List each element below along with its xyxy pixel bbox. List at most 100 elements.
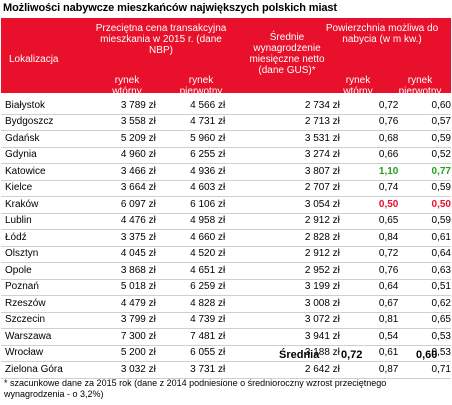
table-row: Szczecin 3 799 zł 4 739 zł 3 072 zł 0,81 0,65	[1, 312, 451, 329]
page-title: Możliwości nabywcze mieszkańców najwięks…	[3, 2, 337, 14]
spacer-cell	[225, 279, 245, 296]
area-secondary-cell: 0,84	[339, 229, 399, 247]
price-secondary-cell: 5 209 zł	[89, 130, 156, 148]
spacer-cell	[225, 345, 245, 362]
price-secondary-cell: 4 045 zł	[89, 246, 156, 263]
spacer-cell	[225, 328, 245, 346]
spacer-cell	[225, 130, 245, 148]
price-primary-cell: 3 731 zł	[155, 361, 226, 379]
header-area-secondary: rynek wtórny	[343, 75, 373, 97]
area-primary-cell: 0,59	[398, 130, 451, 148]
area-secondary-cell: 0,72	[339, 246, 399, 263]
salary-cell: 3 072 zł	[244, 312, 340, 329]
price-primary-cell: 4 739 zł	[155, 312, 226, 329]
city-cell: Wrocław	[1, 345, 90, 362]
footnote: * szacunkowe dane za 2015 rok (dane z 20…	[4, 378, 387, 399]
salary-cell: 3 008 zł	[244, 295, 340, 313]
price-secondary-cell: 7 300 zł	[89, 328, 156, 346]
area-primary-cell: 0,71	[398, 361, 451, 379]
price-primary-cell: 4 660 zł	[155, 229, 226, 247]
area-primary-cell: 0,59	[398, 213, 451, 230]
price-primary-cell: 4 603 zł	[155, 180, 226, 197]
salary-cell: 3 941 zł	[244, 328, 340, 346]
spacer-cell	[225, 147, 245, 164]
price-secondary-cell: 6 097 zł	[89, 196, 156, 214]
city-cell: Opole	[1, 262, 90, 280]
spacer-cell	[225, 163, 245, 181]
price-primary-cell: 4 936 zł	[155, 163, 226, 181]
salary-cell: 3 199 zł	[244, 279, 340, 296]
city-cell: Kraków	[1, 196, 90, 214]
header-market-secondary: rynek wtórny	[112, 75, 142, 97]
header-separator	[1, 93, 451, 98]
area-secondary-cell: 0,65	[339, 213, 399, 230]
area-secondary-cell: 0,64	[339, 279, 399, 296]
city-cell: Szczecin	[1, 312, 90, 329]
salary-cell: 2 713 zł	[244, 114, 340, 131]
spacer-cell	[225, 246, 245, 263]
salary-cell: 2 912 zł	[244, 246, 340, 263]
area-primary-cell: 0,53	[398, 345, 451, 362]
table-row: Opole 3 868 zł 4 651 zł 2 952 zł 0,76 0,63	[1, 262, 451, 280]
spacer-cell	[225, 180, 245, 197]
price-primary-cell: 4 520 zł	[155, 246, 226, 263]
spacer-cell	[225, 312, 245, 329]
salary-cell: 2 912 zł	[244, 213, 340, 230]
price-secondary-cell: 3 466 zł	[89, 163, 156, 181]
salary-cell: 3 054 zł	[244, 196, 340, 214]
table-row: Łódź 3 375 zł 4 660 zł 2 828 zł 0,84 0,61	[1, 229, 451, 247]
table-row: Gdańsk 5 209 zł 5 960 zł 3 531 zł 0,68 0,59	[1, 130, 451, 148]
spacer-cell	[225, 229, 245, 247]
price-primary-cell: 6 055 zł	[155, 345, 226, 362]
area-secondary-cell: 0,61	[339, 345, 399, 362]
area-primary-cell: 0,57	[398, 114, 451, 131]
price-primary-cell: 5 960 zł	[155, 130, 226, 148]
salary-cell: 3 274 zł	[244, 147, 340, 164]
summary-area-primary: 0,60	[416, 349, 438, 361]
city-cell: Białystok	[1, 98, 90, 115]
header-area: Powierzchnia możliwa do nabycia (w m kw.…	[325, 23, 439, 45]
table-row: Zielona Góra 3 032 zł 3 731 zł 2 642 zł 0,87…	[1, 361, 451, 379]
price-primary-cell: 6 255 zł	[155, 147, 226, 164]
header-area-primary: rynek pierwotny	[398, 75, 442, 97]
price-secondary-cell: 3 558 zł	[89, 114, 156, 131]
price-primary-cell: 7 481 zł	[155, 328, 226, 346]
price-secondary-cell: 3 664 zł	[89, 180, 156, 197]
city-cell: Łódź	[1, 229, 90, 247]
salary-cell: 3 188 zł	[244, 345, 340, 362]
area-secondary-cell: 0,72	[339, 98, 399, 115]
city-cell: Bydgoszcz	[1, 114, 90, 131]
table-header: Lokalizacja Przeciętna cena transakcyjna…	[1, 18, 451, 97]
price-primary-cell: 4 651 zł	[155, 262, 226, 280]
price-secondary-cell: 4 476 zł	[89, 213, 156, 230]
spacer-cell	[225, 114, 245, 131]
area-secondary-cell: 0,87	[339, 361, 399, 379]
city-cell: Poznań	[1, 279, 90, 296]
price-secondary-cell: 5 018 zł	[89, 279, 156, 296]
header-price: Przeciętna cena transakcyjna mieszkania …	[95, 23, 227, 56]
area-secondary-cell: 0,68	[339, 130, 399, 148]
table-row: Rzeszów 4 479 zł 4 828 zł 3 008 zł 0,67 0,62	[1, 295, 451, 313]
price-secondary-cell: 3 868 zł	[89, 262, 156, 280]
price-primary-cell: 4 958 zł	[155, 213, 226, 230]
city-cell: Katowice	[1, 163, 90, 181]
summary-label: Średnia	[279, 349, 320, 361]
area-primary-cell: 0,51	[398, 279, 451, 296]
area-primary-cell: 0,61	[398, 229, 451, 247]
area-secondary-cell: 0,50	[339, 196, 399, 214]
area-primary-cell: 0,62	[398, 295, 451, 313]
table-row: Bydgoszcz 3 558 zł 4 731 zł 2 713 zł 0,76 0,5…	[1, 114, 451, 131]
area-secondary-cell: 0,76	[339, 262, 399, 280]
area-primary-cell: 0,60	[398, 98, 451, 115]
header-market-primary: rynek pierwotny	[179, 75, 223, 97]
table-row: Białystok 3 789 zł 4 566 zł 2 734 zł 0,72 0,6…	[1, 98, 451, 115]
city-cell: Olsztyn	[1, 246, 90, 263]
header-location: Lokalizacja	[9, 54, 59, 65]
city-cell: Warszawa	[1, 328, 90, 346]
spacer-cell	[225, 196, 245, 214]
area-primary-cell: 0,53	[398, 328, 451, 346]
table-row: Kraków 6 097 zł 6 106 zł 3 054 zł 0,50 0,50	[1, 196, 451, 214]
price-primary-cell: 4 828 zł	[155, 295, 226, 313]
area-primary-cell: 0,52	[398, 147, 451, 164]
city-cell: Gdańsk	[1, 130, 90, 148]
